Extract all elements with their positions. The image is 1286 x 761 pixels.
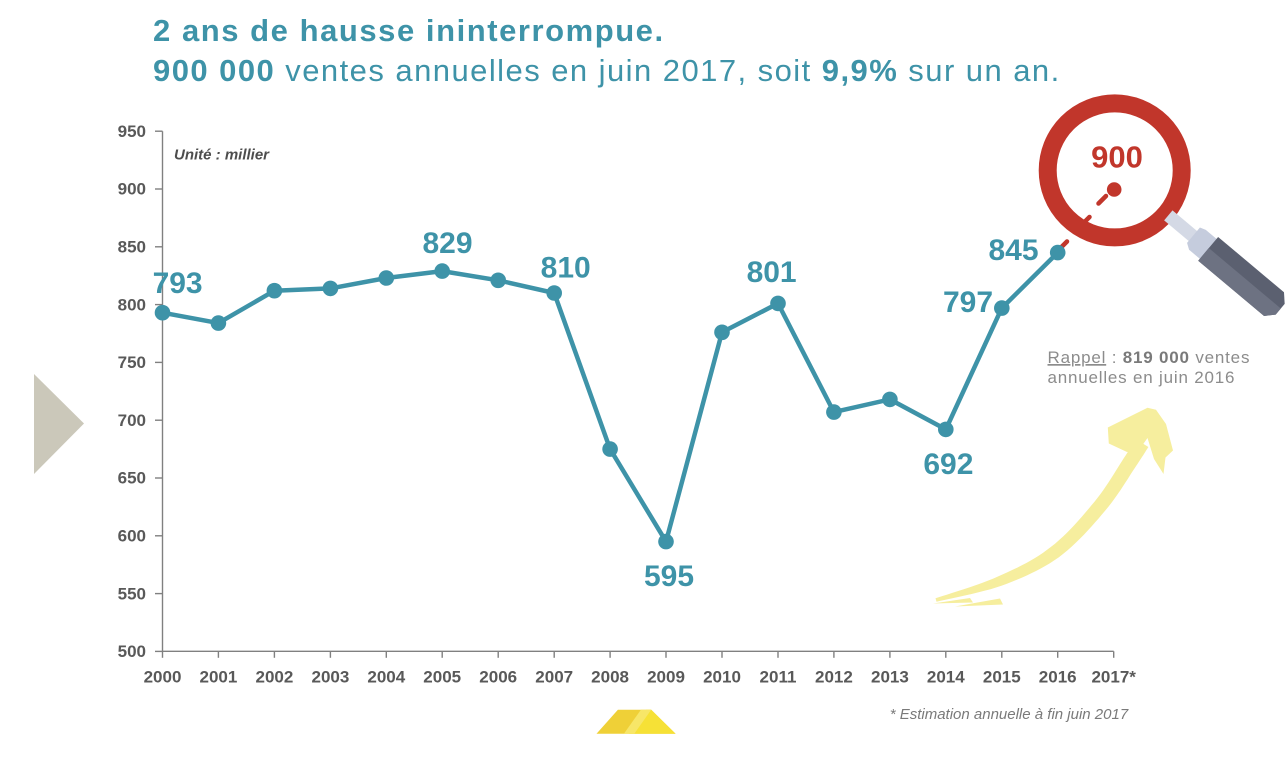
svg-text:2004: 2004 <box>367 668 405 687</box>
svg-text:650: 650 <box>118 469 146 488</box>
svg-text:797: 797 <box>943 286 993 319</box>
svg-text:829: 829 <box>422 227 472 260</box>
svg-text:2010: 2010 <box>703 668 741 687</box>
svg-text:2006: 2006 <box>479 668 517 687</box>
svg-text:Unité : millier: Unité : millier <box>174 147 270 164</box>
svg-text:2013: 2013 <box>871 668 909 687</box>
svg-text:2000: 2000 <box>144 668 182 687</box>
svg-text:2 ans de hausse ininterrompue.: 2 ans de hausse ininterrompue. <box>153 13 665 48</box>
svg-text:2014: 2014 <box>927 668 965 687</box>
svg-text:750: 750 <box>118 353 146 372</box>
svg-text:2012: 2012 <box>815 668 853 687</box>
svg-text:900: 900 <box>118 180 146 199</box>
svg-text:2015: 2015 <box>983 668 1021 687</box>
svg-text:2002: 2002 <box>255 668 293 687</box>
svg-text:2007: 2007 <box>535 668 573 687</box>
svg-text:900 000 ventes annuelles en ju: 900 000 ventes annuelles en juin 2017, s… <box>153 53 1061 88</box>
svg-text:800: 800 <box>118 295 146 314</box>
svg-text:845: 845 <box>988 234 1038 267</box>
svg-text:2003: 2003 <box>311 668 349 687</box>
svg-text:2017*: 2017* <box>1091 668 1136 687</box>
svg-text:692: 692 <box>923 448 973 481</box>
svg-text:700: 700 <box>118 411 146 430</box>
svg-text:500: 500 <box>118 642 146 661</box>
svg-text:Rappel : 819 000 ventes: Rappel : 819 000 ventes <box>1048 348 1251 367</box>
svg-text:2016: 2016 <box>1039 668 1077 687</box>
svg-text:* Estimation annuelle à fin ju: * Estimation annuelle à fin juin 2017 <box>890 706 1129 723</box>
svg-text:801: 801 <box>747 256 797 289</box>
svg-text:2009: 2009 <box>647 668 685 687</box>
svg-text:550: 550 <box>118 584 146 603</box>
svg-text:annuelles en juin 2016: annuelles en juin 2016 <box>1048 368 1236 387</box>
svg-text:793: 793 <box>153 267 203 300</box>
svg-text:2011: 2011 <box>760 668 797 687</box>
svg-text:600: 600 <box>118 527 146 546</box>
svg-text:2005: 2005 <box>423 668 461 687</box>
svg-text:850: 850 <box>118 238 146 257</box>
svg-text:2008: 2008 <box>591 668 629 687</box>
svg-text:810: 810 <box>541 252 591 285</box>
svg-text:595: 595 <box>644 560 694 593</box>
svg-text:900: 900 <box>1091 140 1143 175</box>
svg-text:950: 950 <box>118 122 146 141</box>
svg-text:2001: 2001 <box>199 668 237 687</box>
